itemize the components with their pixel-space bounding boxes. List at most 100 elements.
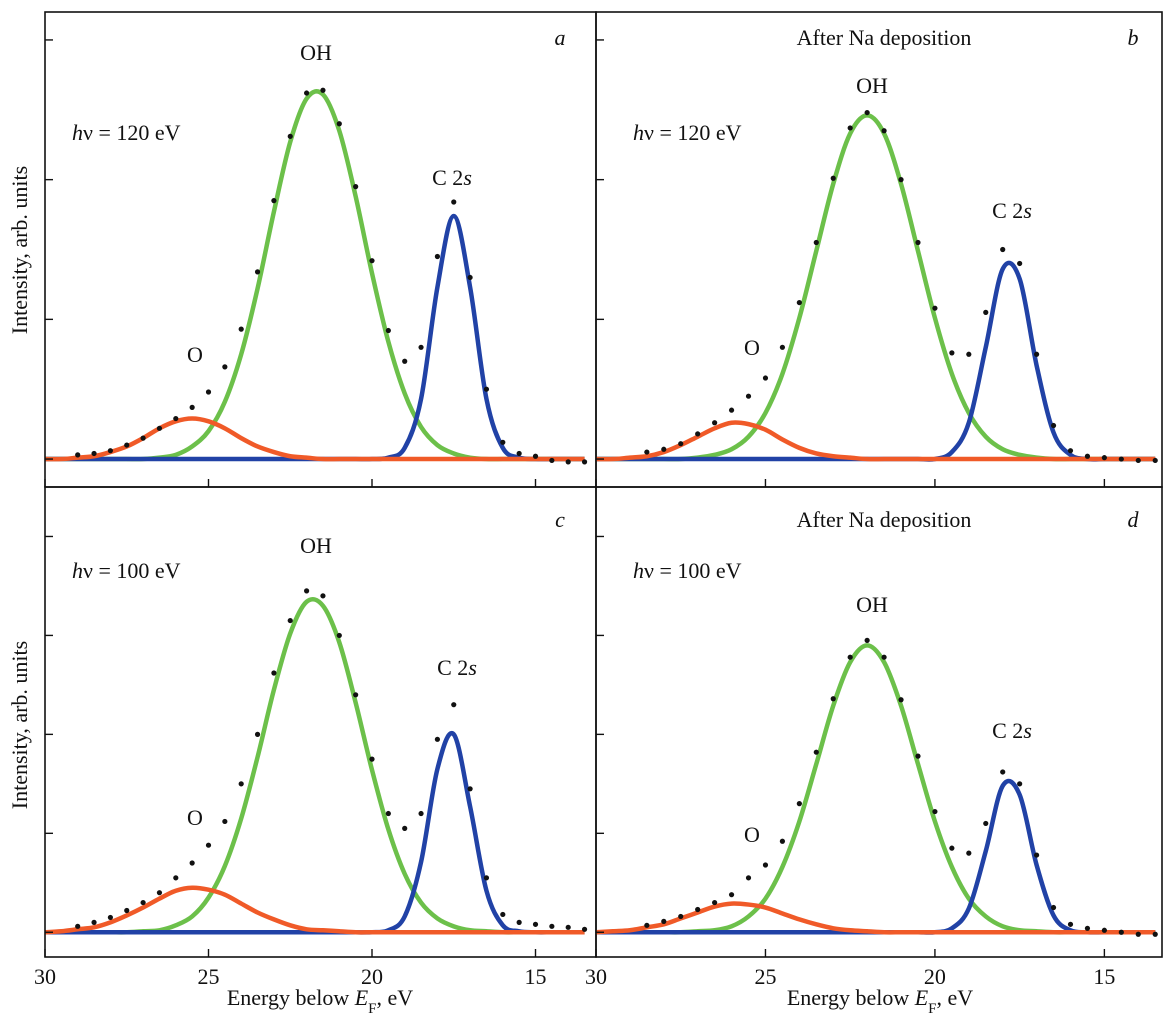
data-point xyxy=(418,810,424,817)
peak-label-text: OH xyxy=(300,40,332,65)
data-point xyxy=(222,364,228,370)
y-axis-label: Intensity, arb. units xyxy=(7,166,32,334)
data-point xyxy=(1033,852,1040,858)
data-point xyxy=(712,899,718,906)
data-point xyxy=(966,351,972,357)
data-point xyxy=(483,386,490,392)
data-point xyxy=(467,274,473,281)
photon-symbol: h xyxy=(633,120,644,145)
data-point xyxy=(745,875,752,881)
data-point xyxy=(1135,931,1141,937)
peak-label-text: OH xyxy=(300,533,332,558)
peak-label: C 2s xyxy=(437,655,477,680)
fit-curve xyxy=(596,420,1156,462)
data-point xyxy=(500,911,506,918)
data-point xyxy=(156,890,163,896)
data-point xyxy=(830,175,836,181)
peak-label-italic: s xyxy=(1023,198,1032,223)
data-point xyxy=(983,820,989,827)
fit-curve xyxy=(45,885,585,935)
peak-label: O xyxy=(744,335,760,360)
x-tick-label: 15 xyxy=(525,964,547,989)
data-point xyxy=(140,435,146,441)
x-tick-label: 20 xyxy=(924,964,946,989)
data-point xyxy=(451,702,457,708)
data-point xyxy=(271,670,277,676)
panel-label: d xyxy=(1128,507,1140,532)
peak-label-text: O xyxy=(744,335,760,360)
data-point xyxy=(949,350,955,356)
data-point xyxy=(107,914,114,921)
peak-label-italic: s xyxy=(468,655,477,680)
data-point xyxy=(949,845,955,851)
data-point xyxy=(1033,351,1040,357)
data-point xyxy=(336,632,342,639)
data-point xyxy=(1067,448,1074,454)
data-point xyxy=(483,875,490,881)
data-point xyxy=(796,801,802,807)
data-point xyxy=(467,786,473,792)
data-point xyxy=(728,407,735,413)
fit-curve xyxy=(45,213,585,462)
photon-text: ν = 120 eV xyxy=(644,120,742,145)
x-tick-label: 20 xyxy=(361,964,383,989)
x-tick-label: 30 xyxy=(34,964,56,989)
panel-label: b xyxy=(1128,25,1139,50)
y-axis-label: Intensity, arb. units xyxy=(7,641,32,809)
data-point xyxy=(728,892,735,898)
data-point xyxy=(107,448,114,454)
data-point xyxy=(565,924,571,930)
peak-label: C 2s xyxy=(432,165,472,190)
data-point xyxy=(451,199,457,205)
x-label-subscript: F xyxy=(368,1001,376,1017)
peak-label-italic: s xyxy=(1023,718,1032,743)
data-point xyxy=(915,239,921,246)
data-point xyxy=(75,452,81,458)
panel-frame xyxy=(595,486,1163,958)
data-point xyxy=(678,913,684,920)
data-point xyxy=(864,637,870,643)
fit-curve xyxy=(596,643,1156,935)
data-point xyxy=(385,810,391,817)
peak-label: OH xyxy=(300,40,332,65)
peak-label: OH xyxy=(856,592,888,617)
data-point xyxy=(418,344,424,350)
x-label-text: Energy below xyxy=(227,985,355,1010)
data-point xyxy=(402,825,408,831)
fit-curve xyxy=(45,730,585,935)
data-point xyxy=(1067,921,1074,927)
photon-symbol: h xyxy=(633,558,644,583)
data-point xyxy=(91,919,97,925)
photon-symbol: h xyxy=(72,558,83,583)
x-tick-label: 15 xyxy=(1093,964,1115,989)
data-point xyxy=(353,692,359,698)
data-point xyxy=(881,128,887,134)
data-point xyxy=(91,450,97,457)
peak-label-italic: s xyxy=(463,165,472,190)
data-point xyxy=(898,177,904,183)
peak-label-text: C 2 xyxy=(992,198,1023,223)
data-point xyxy=(1101,455,1107,461)
data-point xyxy=(813,749,819,755)
fit-curve xyxy=(596,260,1156,462)
data-point xyxy=(644,922,650,928)
data-point xyxy=(156,425,163,431)
x-tick-label: 30 xyxy=(585,964,607,989)
data-point xyxy=(254,269,261,275)
data-point xyxy=(581,459,588,465)
photon-symbol: h xyxy=(72,120,83,145)
x-tick-label: 25 xyxy=(754,964,776,989)
data-point xyxy=(932,808,938,815)
data-point xyxy=(434,736,441,742)
data-point xyxy=(532,921,539,927)
data-point xyxy=(661,918,667,924)
data-point xyxy=(434,253,441,260)
data-point xyxy=(320,593,326,599)
data-point xyxy=(1101,927,1107,933)
peak-label: O xyxy=(744,822,760,847)
data-point xyxy=(847,125,853,131)
data-point xyxy=(881,654,887,660)
x-label-text: Energy below xyxy=(787,985,915,1010)
plot-area xyxy=(596,637,1158,937)
